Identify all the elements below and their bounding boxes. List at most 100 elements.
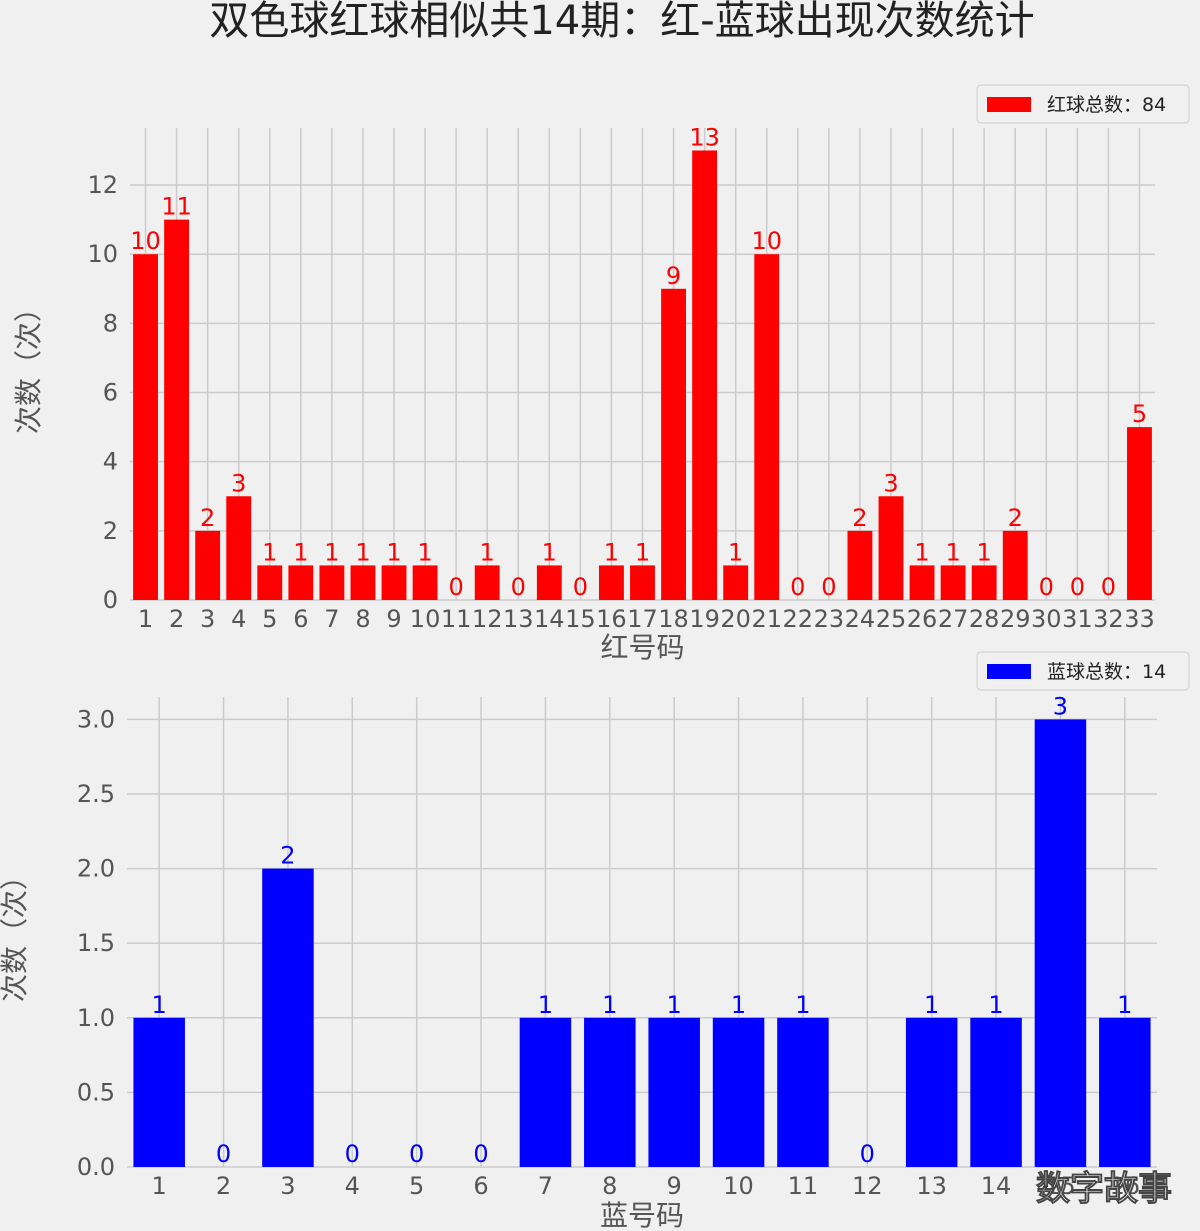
bar <box>970 1017 1022 1167</box>
x-tick-label: 25 <box>876 605 907 633</box>
x-tick-label: 5 <box>409 1172 424 1200</box>
x-tick-label: 7 <box>324 605 339 633</box>
bar-value-label: 0 <box>216 1140 231 1168</box>
bar-value-label: 13 <box>689 123 720 151</box>
x-tick-label: 26 <box>907 605 938 633</box>
bar-value-label: 1 <box>324 538 339 566</box>
bar-value-label: 0 <box>409 1140 424 1168</box>
bar-value-label: 1 <box>945 538 960 566</box>
x-tick-label: 12 <box>472 605 503 633</box>
y-tick-label: 0 <box>103 586 118 614</box>
x-tick-label: 23 <box>814 605 845 633</box>
bar <box>195 530 221 600</box>
x-tick-label: 4 <box>345 1172 360 1200</box>
legend-box <box>976 651 1190 691</box>
bar-value-label: 0 <box>821 573 836 601</box>
x-axis-label: 红号码 <box>600 631 684 664</box>
bar-value-label: 10 <box>751 227 782 255</box>
y-tick-label: 1.0 <box>77 1004 115 1032</box>
x-tick-label: 6 <box>293 605 308 633</box>
legend-label: 红球总数：84 <box>1047 94 1166 116</box>
bar <box>133 254 158 600</box>
x-tick-label: 8 <box>602 1172 617 1200</box>
bar-value-label: 1 <box>262 538 277 566</box>
bar-value-label: 0 <box>448 573 463 601</box>
x-tick-label: 9 <box>386 605 401 633</box>
bar-value-label: 0 <box>790 573 805 601</box>
bar-value-label: 0 <box>573 573 588 601</box>
y-tick-label: 1.5 <box>77 929 115 957</box>
bar-value-label: 1 <box>635 538 650 566</box>
x-tick-label: 8 <box>355 605 370 633</box>
bar <box>1099 1017 1151 1167</box>
y-tick-label: 6 <box>103 379 118 407</box>
x-tick-label: 6 <box>473 1172 488 1200</box>
bar-value-label: 1 <box>538 991 553 1019</box>
x-tick-label: 1 <box>138 605 153 633</box>
x-tick-label: 9 <box>667 1172 682 1200</box>
bar <box>133 1017 185 1167</box>
bar-value-label: 1 <box>977 538 992 566</box>
x-tick-label: 10 <box>723 1172 754 1200</box>
bar <box>257 565 283 600</box>
bar <box>847 530 873 600</box>
bar <box>584 1017 636 1167</box>
x-tick-label: 11 <box>441 605 472 633</box>
bar <box>350 565 376 600</box>
bar-value-label: 2 <box>852 504 867 532</box>
bar <box>381 565 407 600</box>
x-tick-label: 2 <box>169 605 184 633</box>
bar-value-label: 1 <box>914 538 929 566</box>
figure-title: 双色球红球相似共14期：红-蓝球出现次数统计 <box>209 0 1034 44</box>
bar-value-label: 2 <box>1008 504 1023 532</box>
legend-swatch <box>987 664 1031 679</box>
bar <box>1127 427 1152 600</box>
bar-value-label: 1 <box>480 538 495 566</box>
x-tick-label: 29 <box>1000 605 1031 633</box>
bar-value-label: 1 <box>731 991 746 1019</box>
x-tick-label: 4 <box>231 605 246 633</box>
bar-value-label: 1 <box>795 991 810 1019</box>
bar-value-label: 1 <box>1117 991 1132 1019</box>
bar-value-label: 0 <box>1039 573 1054 601</box>
bar <box>971 565 997 600</box>
y-tick-label: 0.5 <box>77 1078 115 1106</box>
bar-value-label: 1 <box>293 538 308 566</box>
bar <box>723 565 749 600</box>
y-tick-label: 2.5 <box>77 780 115 808</box>
x-tick-label: 22 <box>783 605 814 633</box>
bar-value-label: 1 <box>924 991 939 1019</box>
y-tick-label: 12 <box>87 171 118 199</box>
x-tick-label: 18 <box>658 605 689 633</box>
x-tick-label: 30 <box>1031 605 1062 633</box>
red-ball-chart: 0246810121011122334151617181911001111201… <box>12 84 1190 664</box>
bar-value-label: 3 <box>1053 692 1068 720</box>
bar-value-label: 1 <box>152 991 167 1019</box>
legend-label: 蓝球总数：14 <box>1047 661 1166 683</box>
x-tick-label: 27 <box>938 605 969 633</box>
bar-value-label: 1 <box>728 538 743 566</box>
x-tick-label: 3 <box>280 1172 295 1200</box>
bar <box>1002 530 1028 600</box>
bar <box>777 1017 829 1167</box>
x-tick-label: 3 <box>200 605 215 633</box>
x-tick-label: 21 <box>751 605 782 633</box>
bar-value-label: 0 <box>860 1140 875 1168</box>
bar-value-label: 0 <box>473 1140 488 1168</box>
bar <box>164 219 190 600</box>
bar-value-label: 1 <box>602 991 617 1019</box>
x-tick-label: 15 <box>565 605 596 633</box>
x-tick-label: 16 <box>1110 1172 1141 1200</box>
bar <box>599 565 624 600</box>
bar-value-label: 0 <box>1101 573 1116 601</box>
bar <box>319 565 345 600</box>
bar <box>940 565 966 600</box>
x-tick-label: 14 <box>981 1172 1012 1200</box>
bar-value-label: 1 <box>604 538 619 566</box>
bar <box>754 254 780 600</box>
bar <box>905 1017 958 1167</box>
x-tick-label: 13 <box>503 605 534 633</box>
x-tick-label: 32 <box>1093 605 1124 633</box>
x-tick-label: 19 <box>689 605 720 633</box>
x-tick-label: 16 <box>596 605 627 633</box>
